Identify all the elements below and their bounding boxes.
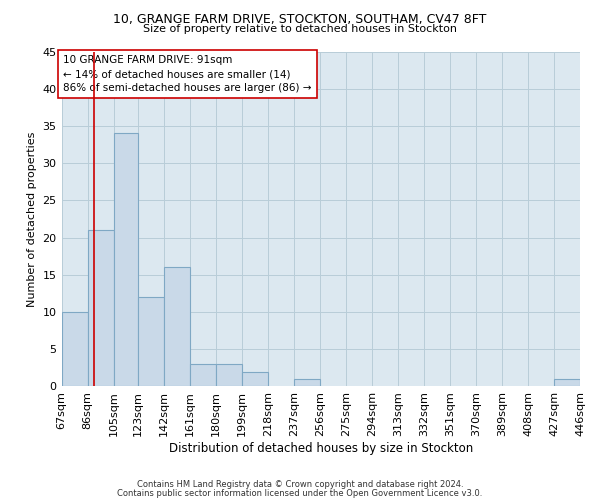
Text: 10 GRANGE FARM DRIVE: 91sqm
← 14% of detached houses are smaller (14)
86% of sem: 10 GRANGE FARM DRIVE: 91sqm ← 14% of det… — [63, 55, 311, 93]
Bar — [216, 364, 242, 386]
Text: 10, GRANGE FARM DRIVE, STOCKTON, SOUTHAM, CV47 8FT: 10, GRANGE FARM DRIVE, STOCKTON, SOUTHAM… — [113, 12, 487, 26]
Bar — [294, 379, 320, 386]
Bar — [554, 379, 580, 386]
Bar — [242, 372, 268, 386]
Text: Size of property relative to detached houses in Stockton: Size of property relative to detached ho… — [143, 24, 457, 34]
Text: Contains public sector information licensed under the Open Government Licence v3: Contains public sector information licen… — [118, 488, 482, 498]
Bar — [62, 312, 88, 386]
Bar — [190, 364, 216, 386]
Bar — [164, 268, 190, 386]
Y-axis label: Number of detached properties: Number of detached properties — [27, 132, 37, 306]
Bar — [113, 134, 138, 386]
Bar — [138, 297, 164, 386]
X-axis label: Distribution of detached houses by size in Stockton: Distribution of detached houses by size … — [169, 442, 473, 455]
Bar — [88, 230, 113, 386]
Text: Contains HM Land Registry data © Crown copyright and database right 2024.: Contains HM Land Registry data © Crown c… — [137, 480, 463, 489]
